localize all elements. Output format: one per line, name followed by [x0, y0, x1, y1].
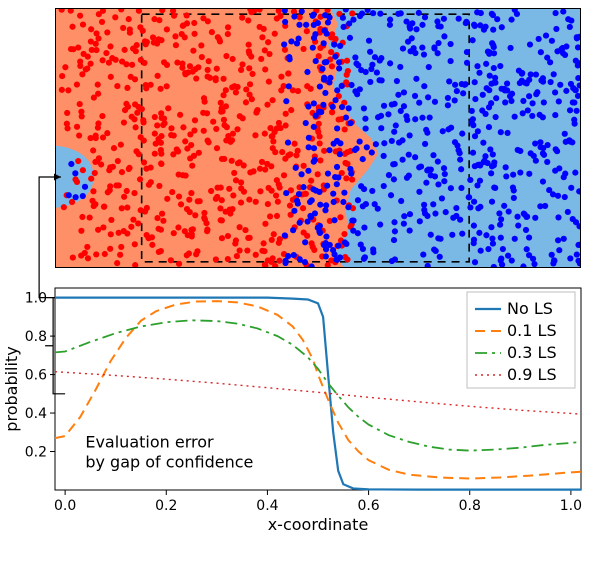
xtick-label: 0.0	[54, 498, 76, 514]
annotation-line2: by gap of confidence	[85, 453, 253, 472]
ytick-label: 0.4	[25, 406, 47, 422]
ytick-label: 0.2	[25, 445, 47, 461]
legend-label: No LS	[507, 299, 553, 318]
xtick-label: 0.8	[459, 498, 481, 514]
x-axis-label: x-coordinate	[268, 515, 369, 534]
legend-label: 0.9 LS	[507, 365, 557, 384]
y-axis-label: probability	[2, 346, 21, 431]
xtick-label: 0.4	[256, 498, 278, 514]
ytick-label: 0.6	[25, 368, 47, 384]
figure-container: 0.0 0.2 0.4 0.6 0.8 1.0 0.2 0.4 0.6 0.8 1.0 x-coord…	[0, 0, 592, 562]
xtick-label: 0.2	[155, 498, 177, 514]
ytick-label: 0.8	[25, 329, 47, 345]
xtick-label: 1.0	[560, 498, 582, 514]
line-chart-panel: 0.00.20.40.60.81.00.20.40.60.81.0x-coord…	[55, 284, 581, 532]
legend-label: 0.3 LS	[507, 343, 557, 362]
line-svg: 0.00.20.40.60.81.00.20.40.60.81.0x-coord…	[55, 284, 581, 532]
annotation-line1: Evaluation error	[85, 433, 214, 452]
scatter-panel	[55, 8, 581, 268]
ytick-label: 1.0	[25, 291, 47, 307]
legend-label: 0.1 LS	[507, 321, 557, 340]
scatter-svg	[56, 9, 580, 267]
xtick-label: 0.6	[357, 498, 379, 514]
